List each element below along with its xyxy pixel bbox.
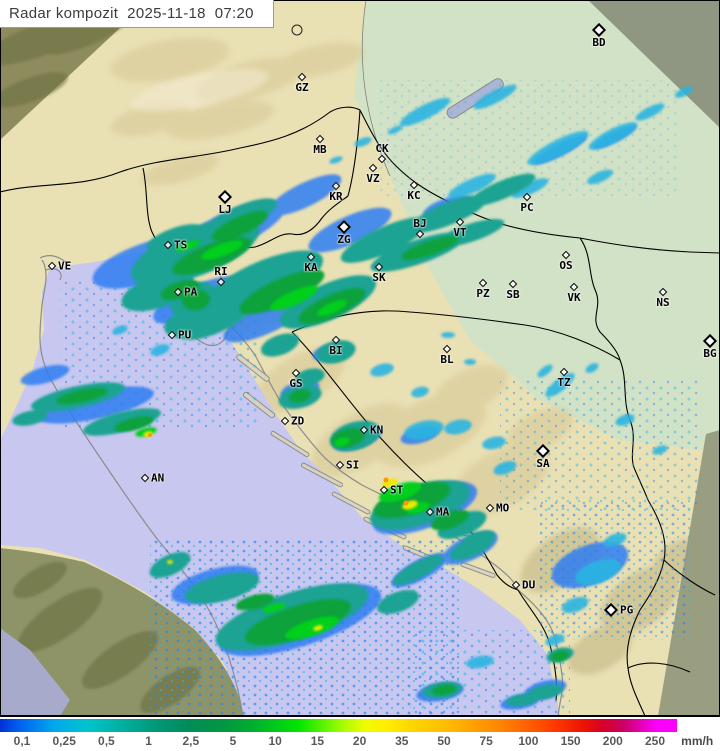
- legend-value: 10: [268, 734, 282, 748]
- station-label: NS: [656, 296, 670, 309]
- station-label: AN: [151, 471, 165, 485]
- station-label: MO: [496, 501, 510, 515]
- station-label: VZ: [366, 172, 380, 185]
- radar-map: BD GZ MB CK VZ KR KC LJ PC ZG VT BJ TS KA OS VE SK RI PA PZ…: [0, 0, 720, 717]
- station-label: VT: [453, 226, 467, 239]
- legend-value: 100: [518, 734, 539, 748]
- title-text: Radar kompozit 2025-11-18 07:20: [9, 5, 254, 22]
- station-label: KN: [370, 423, 384, 437]
- intensity-scale-bar: [0, 719, 677, 732]
- radar-map-graphics: [0, 0, 720, 716]
- station-label: BD: [592, 36, 606, 49]
- legend-value: 15: [310, 734, 325, 748]
- station-label: ST: [390, 483, 404, 497]
- station-label: PG: [620, 603, 634, 617]
- legend-value: 1: [145, 734, 152, 748]
- station-label: KR: [329, 190, 343, 203]
- station-label: RI: [214, 265, 228, 278]
- station-label: OS: [559, 259, 573, 272]
- station-label: LJ: [218, 203, 232, 216]
- station-label: SK: [372, 271, 386, 284]
- station-label: SB: [506, 288, 520, 301]
- marker-circle: [291, 24, 303, 36]
- station-label: DU: [522, 578, 536, 592]
- precip-cyan: [112, 84, 694, 669]
- tyrrhenian-sea: [0, 628, 70, 716]
- legend-value: 35: [395, 734, 409, 748]
- station-label: TS: [174, 238, 188, 252]
- legend-value: 5: [229, 734, 237, 748]
- legend-value: 75: [479, 734, 493, 748]
- station-label: KC: [407, 189, 421, 202]
- station-label: KA: [304, 261, 318, 274]
- legend-value: 0,25: [52, 734, 76, 748]
- station-label: SI: [346, 458, 360, 472]
- station-label: BG: [703, 347, 717, 360]
- station-label: PZ: [476, 287, 490, 300]
- legend-labels: 0,1 0,25 0,5 1 2,5 5 10 15 20 35 50 75 100 150 200 250 m…: [0, 734, 720, 751]
- station-label: GZ: [295, 81, 309, 94]
- alps-ridge: [131, 68, 269, 112]
- station-label: VK: [567, 291, 581, 304]
- precip-orange: [148, 433, 409, 506]
- legend-value: 150: [560, 734, 581, 748]
- legend-value: 50: [437, 734, 451, 748]
- station-label: PA: [184, 285, 198, 299]
- station-label: PC: [520, 201, 534, 214]
- station-label: SA: [536, 457, 550, 470]
- legend-value: 250: [644, 734, 666, 748]
- station-label: MB: [313, 143, 327, 156]
- legend-value: 20: [352, 734, 367, 748]
- station-label: BJ: [413, 217, 427, 230]
- station-label: ZG: [337, 233, 351, 246]
- legend-unit: mm/h: [681, 734, 714, 748]
- legend-value: 200: [602, 734, 623, 748]
- station-label: PU: [178, 328, 192, 342]
- title-bar: Radar kompozit 2025-11-18 07:20: [0, 0, 274, 28]
- station-label: ZD: [291, 414, 305, 428]
- station-label: BL: [440, 353, 454, 366]
- legend-value: 2,5: [182, 734, 200, 748]
- station-label: CK: [375, 142, 389, 155]
- station-label: GS: [289, 377, 303, 390]
- station-label: VE: [58, 259, 72, 273]
- legend-value: 0,1: [13, 734, 31, 748]
- station-label: MA: [436, 505, 450, 519]
- legend-value: 0,5: [98, 734, 115, 748]
- out-of-range-ne: [588, 0, 720, 128]
- station-label: BI: [329, 344, 343, 357]
- station-label: TZ: [557, 376, 571, 389]
- legend: 0,1 0,25 0,5 1 2,5 5 10 15 20 35 50 75 100 150 200 250 m…: [0, 717, 720, 751]
